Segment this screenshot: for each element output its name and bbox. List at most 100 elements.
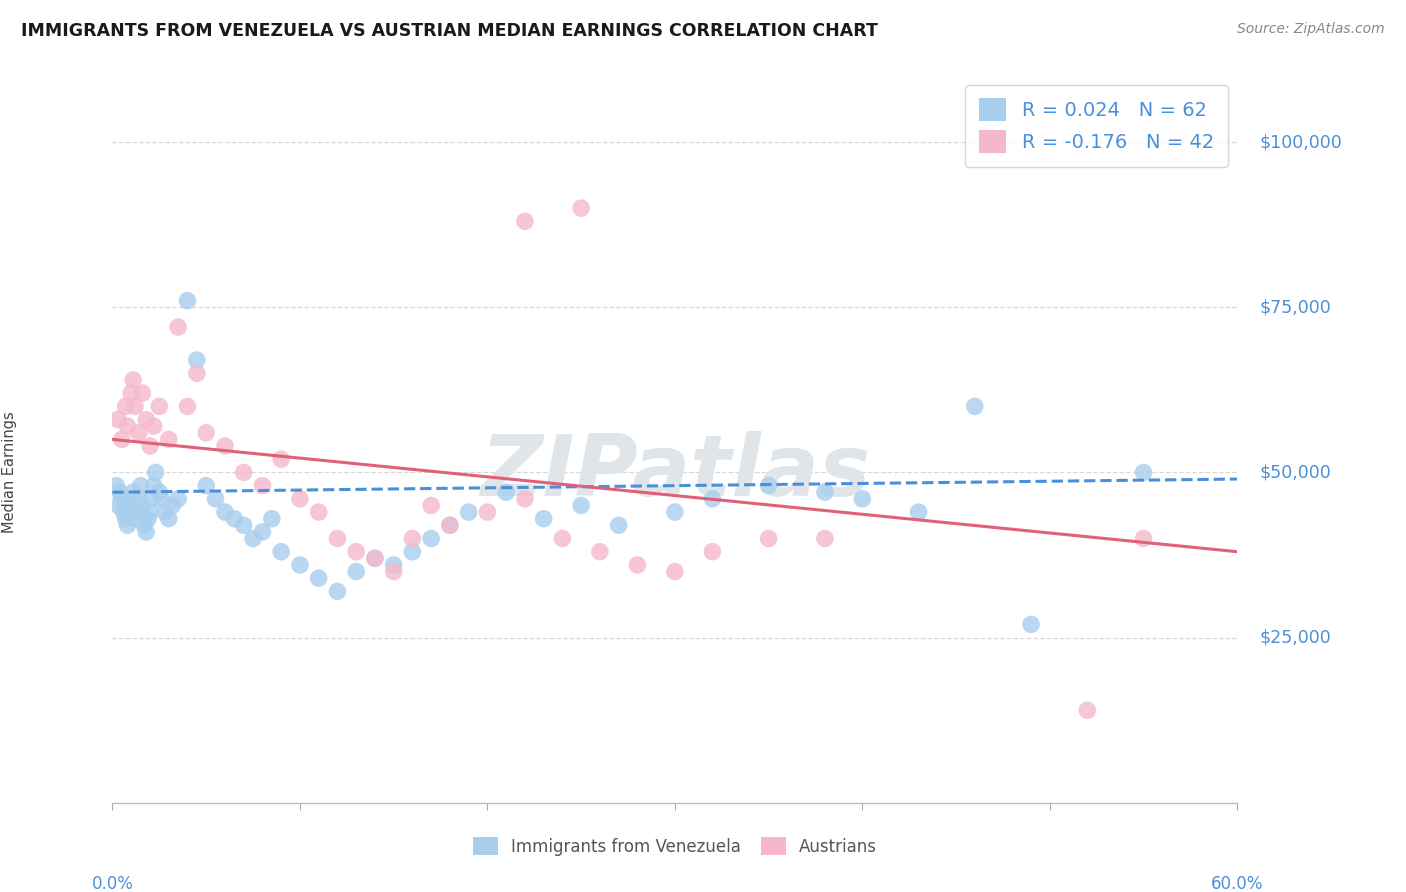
Point <box>232 518 254 533</box>
Point <box>167 320 190 334</box>
Point <box>134 518 156 533</box>
Point <box>477 505 499 519</box>
Point <box>814 485 837 500</box>
Point <box>569 201 592 215</box>
Point <box>270 452 292 467</box>
Point <box>105 478 128 492</box>
Point <box>457 505 479 519</box>
Text: 60.0%: 60.0% <box>1211 875 1264 892</box>
Point <box>242 532 264 546</box>
Point <box>439 518 461 533</box>
Point <box>128 491 150 506</box>
Point <box>150 491 173 506</box>
Point <box>401 545 423 559</box>
Point <box>626 558 648 572</box>
Point <box>270 545 292 559</box>
Point <box>214 505 236 519</box>
Point <box>1132 466 1154 480</box>
Point <box>439 518 461 533</box>
Text: ZIPatlas: ZIPatlas <box>479 431 870 514</box>
Point <box>607 518 630 533</box>
Point <box>114 400 136 414</box>
Point <box>120 386 142 401</box>
Text: Median Earnings: Median Earnings <box>1 411 17 533</box>
Point <box>814 532 837 546</box>
Point <box>1132 532 1154 546</box>
Point <box>142 478 165 492</box>
Text: Source: ZipAtlas.com: Source: ZipAtlas.com <box>1237 22 1385 37</box>
Point <box>107 412 129 426</box>
Point <box>232 466 254 480</box>
Point <box>111 491 134 506</box>
Point <box>148 400 170 414</box>
Point <box>157 433 180 447</box>
Point <box>129 478 152 492</box>
Point <box>551 532 574 546</box>
Point <box>124 511 146 525</box>
Point <box>108 485 131 500</box>
Point <box>107 499 129 513</box>
Point <box>195 478 218 492</box>
Point <box>513 491 536 506</box>
Point <box>124 400 146 414</box>
Point <box>122 485 145 500</box>
Point <box>288 558 311 572</box>
Point <box>135 524 157 539</box>
Point <box>308 571 330 585</box>
Point <box>326 532 349 546</box>
Point <box>344 565 367 579</box>
Point <box>288 491 311 506</box>
Point <box>195 425 218 440</box>
Text: $75,000: $75,000 <box>1260 298 1331 317</box>
Point <box>114 511 136 525</box>
Point <box>326 584 349 599</box>
Point <box>260 511 283 525</box>
Point <box>758 532 780 546</box>
Point <box>758 478 780 492</box>
Point <box>907 505 929 519</box>
Point <box>252 524 274 539</box>
Point <box>664 565 686 579</box>
Point <box>135 412 157 426</box>
Point <box>117 419 139 434</box>
Text: $25,000: $25,000 <box>1260 629 1331 647</box>
Point <box>176 293 198 308</box>
Text: 0.0%: 0.0% <box>91 875 134 892</box>
Point <box>128 425 150 440</box>
Point <box>589 545 612 559</box>
Point <box>513 214 536 228</box>
Point <box>125 505 148 519</box>
Point <box>420 532 443 546</box>
Point <box>401 532 423 546</box>
Point <box>963 400 986 414</box>
Point <box>664 505 686 519</box>
Point <box>533 511 555 525</box>
Text: $50,000: $50,000 <box>1260 464 1331 482</box>
Point <box>214 439 236 453</box>
Point <box>157 511 180 525</box>
Point <box>176 400 198 414</box>
Point <box>569 499 592 513</box>
Point <box>131 386 153 401</box>
Point <box>382 558 405 572</box>
Point <box>136 511 159 525</box>
Point <box>148 485 170 500</box>
Point <box>344 545 367 559</box>
Point <box>495 485 517 500</box>
Text: IMMIGRANTS FROM VENEZUELA VS AUSTRIAN MEDIAN EARNINGS CORRELATION CHART: IMMIGRANTS FROM VENEZUELA VS AUSTRIAN ME… <box>21 22 877 40</box>
Point <box>186 367 208 381</box>
Point <box>142 419 165 434</box>
Point <box>153 505 176 519</box>
Point <box>112 505 135 519</box>
Point <box>364 551 387 566</box>
Point <box>1076 703 1098 717</box>
Point <box>204 491 226 506</box>
Point <box>118 505 141 519</box>
Point <box>382 565 405 579</box>
Point <box>141 491 163 506</box>
Point <box>139 439 162 453</box>
Point <box>1019 617 1042 632</box>
Point <box>702 545 724 559</box>
Point <box>167 491 190 506</box>
Point <box>702 491 724 506</box>
